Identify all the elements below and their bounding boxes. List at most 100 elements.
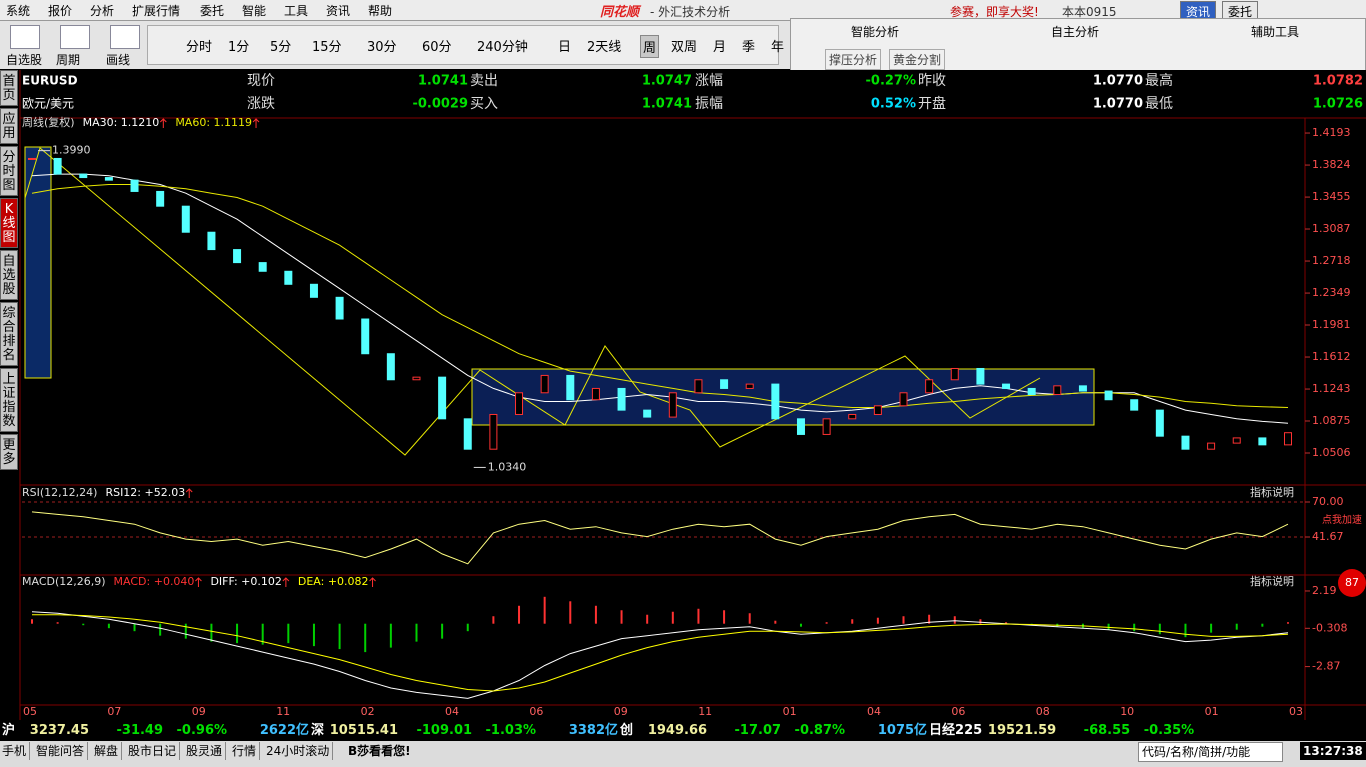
period-box [147, 25, 779, 65]
tool-label[interactable]: 自选股 [6, 53, 43, 67]
clock: 13:27:38 [1300, 742, 1366, 760]
y-tick-label: 1.0875 [1312, 414, 1351, 427]
indicator-title: MACD(12,26,9) [22, 575, 106, 588]
period-button[interactable]: 30分 [367, 40, 397, 55]
candle [1232, 437, 1241, 444]
panel-tab[interactable]: 智能分析 [851, 25, 900, 39]
candle [489, 413, 498, 450]
symbol-name: 欧元/美元 [22, 97, 74, 111]
y-tick-label: 2.19 [1312, 584, 1337, 597]
period-button[interactable]: 季 [742, 40, 756, 55]
menu-item[interactable]: 扩展行情 [132, 4, 181, 18]
ticker-pct: -0.35% [1143, 723, 1195, 738]
tool-icon[interactable] [60, 25, 90, 49]
menu-item[interactable]: 委托 [200, 4, 225, 18]
panel-tab[interactable]: 辅助工具 [1251, 25, 1300, 39]
candle [28, 157, 36, 160]
analysis-button[interactable]: 黄金分割 [889, 49, 946, 70]
side-tab[interactable]: 综合排名 [0, 302, 18, 366]
candle [540, 374, 549, 394]
tool-label[interactable]: 画线 [106, 53, 131, 67]
quote-label: 振幅 [695, 96, 723, 112]
x-tick-label: 06 [951, 705, 965, 718]
menu-item[interactable]: 智能 [242, 4, 267, 18]
side-tab[interactable]: 更多 [0, 434, 18, 470]
tool-label[interactable]: 周期 [56, 53, 81, 67]
x-tick-label: 04 [445, 705, 459, 718]
candle [130, 179, 139, 192]
ticker-pct: -1.03% [485, 723, 537, 738]
annotation: 1.3990 [52, 144, 91, 157]
menu-item[interactable]: 报价 [48, 4, 73, 18]
period-button[interactable]: 周 [640, 35, 660, 58]
menu-item[interactable]: 资讯 [326, 4, 351, 18]
indicator-title: 周线(复权) [22, 115, 75, 129]
menu-item[interactable]: 系统 [6, 4, 31, 18]
quote-label: 最高 [1145, 72, 1173, 89]
x-tick-label: 04 [867, 705, 881, 718]
indicator-label: DIFF: +0.102 [210, 575, 281, 588]
indicator-label: DEA: +0.082 [298, 575, 369, 588]
y-tick-label: 1.4193 [1312, 126, 1351, 139]
status-item[interactable]: 智能问答 [36, 742, 89, 760]
quote-label: 开盘 [918, 95, 946, 112]
ticker-name: 深 [311, 723, 325, 738]
period-button[interactable]: 年 [771, 40, 785, 55]
search-box[interactable]: 代码/名称/简拼/功能 [1138, 742, 1283, 762]
period-button[interactable]: 1分 [228, 40, 250, 55]
x-tick-label: 09 [192, 705, 206, 718]
tool-icon[interactable] [110, 25, 140, 49]
top-button[interactable]: 委托 [1222, 1, 1259, 22]
menu-item[interactable]: 帮助 [368, 4, 393, 18]
period-button[interactable]: 240分钟 [477, 40, 528, 55]
x-tick-label: 11 [698, 705, 712, 718]
period-button[interactable]: 月 [713, 40, 727, 55]
quote-value: 1.0741 [418, 74, 468, 89]
status-item[interactable]: 股市日记 [128, 742, 181, 760]
side-tab[interactable]: K线图 [0, 198, 18, 248]
ticker-pct: -0.87% [794, 723, 846, 738]
panel-tab[interactable]: 自主分析 [1051, 25, 1100, 39]
status-item[interactable]: 解盘 [94, 742, 123, 760]
period-button[interactable]: 分时 [186, 40, 213, 55]
indicator-label: RSI12: +52.03 [105, 486, 185, 499]
period-button[interactable]: 5分 [270, 40, 292, 55]
status-item[interactable]: 股灵通 [186, 742, 227, 760]
candle [720, 379, 729, 389]
ticker-change: -17.07 [734, 723, 782, 738]
menu-item[interactable]: 工具 [284, 4, 309, 18]
quote-value: 0.52% [871, 97, 916, 112]
period-button[interactable]: 双周 [671, 40, 698, 55]
period-button[interactable]: 日 [558, 40, 572, 55]
period-button[interactable]: 15分 [312, 40, 342, 55]
indicator-line [31, 511, 1289, 565]
promo[interactable]: 参赛，即享大奖! [950, 5, 1039, 19]
indicator-line [31, 611, 1289, 699]
quote-value: -0.27% [866, 74, 917, 89]
status-item[interactable]: 手机 [2, 742, 31, 760]
quote-value: 1.0770 [1093, 97, 1143, 112]
status-item[interactable]: 24小时滚动 [266, 742, 334, 760]
y-tick-label: 1.1243 [1312, 382, 1351, 395]
side-tab[interactable]: 分时图 [0, 146, 18, 196]
candle [1078, 385, 1087, 392]
status-item[interactable]: 行情 [232, 742, 261, 760]
tool-icon[interactable] [10, 25, 40, 49]
y-tick-label: 70.00 [1312, 495, 1344, 508]
x-tick-label: 08 [1036, 705, 1050, 718]
period-button[interactable]: 60分 [422, 40, 452, 55]
x-tick-label: 10 [1120, 705, 1134, 718]
menu-item[interactable]: 分析 [90, 4, 115, 18]
quote-label: 最低 [1145, 96, 1173, 112]
period-button[interactable]: 2天线 [587, 40, 622, 55]
status-message: B莎看看您! [348, 744, 411, 758]
arrow-icon [195, 577, 202, 587]
candle [822, 418, 831, 435]
side-tab[interactable]: 上证指数 [0, 368, 18, 432]
side-tab[interactable]: 应用 [0, 108, 18, 144]
side-tab[interactable]: 首页 [0, 70, 18, 106]
candle [386, 353, 395, 381]
quote-label: 涨幅 [695, 73, 723, 89]
side-tab[interactable]: 自选股 [0, 250, 18, 300]
analysis-button[interactable]: 撑压分析 [825, 49, 882, 70]
